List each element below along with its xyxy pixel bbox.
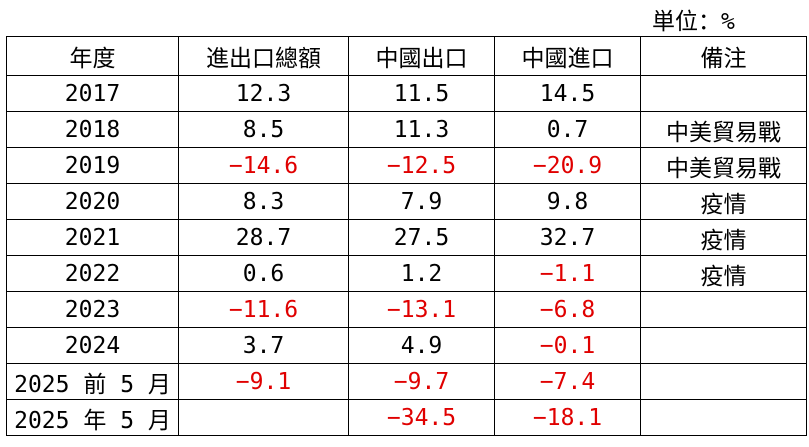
- table-row: 2022 0.6 1.2 −1.1 疫情: [6, 255, 807, 292]
- table-cell: 12.3: [178, 75, 349, 112]
- table-cell: −13.1: [348, 291, 495, 328]
- table-row: 2018 8.5 11.3 0.7 中美貿易戰: [6, 111, 807, 148]
- table-cell: 2022: [6, 255, 179, 292]
- table-cell: −1.1: [494, 255, 641, 292]
- table-cell: 1.2: [348, 255, 495, 292]
- table-cell: 8.5: [178, 111, 349, 148]
- table-cell: 2025 前 5 月: [6, 363, 179, 400]
- table-body: 2017 12.3 11.5 14.5 2018 8.5 11.3 0.7 中美貿易戰 2019−…: [6, 75, 807, 436]
- table-cell: −9.7: [348, 363, 495, 400]
- table-cell: −34.5: [348, 399, 495, 436]
- table-cell: [640, 327, 807, 364]
- table-cell: 11.5: [348, 75, 495, 112]
- table-cell: −12.5: [348, 147, 495, 184]
- table-cell: 疫情: [640, 255, 807, 292]
- table-cell: 32.7: [494, 219, 641, 256]
- table-cell: 7.9: [348, 183, 495, 220]
- table-cell: 2020: [6, 183, 179, 220]
- table-cell: 中美貿易戰: [640, 147, 807, 184]
- table-cell: 3.7: [178, 327, 349, 364]
- table-cell: −6.8: [494, 291, 641, 328]
- table-cell: 28.7: [178, 219, 349, 256]
- table-cell: 2017: [6, 75, 179, 112]
- table-cell: −0.1: [494, 327, 641, 364]
- header-cell: 中國進口: [494, 36, 641, 76]
- table-cell: −9.1: [178, 363, 349, 400]
- table-cell: 2024: [6, 327, 179, 364]
- header-cell: 備注: [640, 36, 807, 76]
- header-cell: 年度: [6, 36, 179, 76]
- table-cell: [640, 363, 807, 400]
- table-cell: 2019: [6, 147, 179, 184]
- table-row: 2019 −14.6 −12.5 −20.9 中美貿易戰: [6, 147, 807, 184]
- table-row: 2023 −11.6 −13.1 −6.8: [6, 291, 807, 328]
- table-cell: 27.5: [348, 219, 495, 256]
- table-cell: [178, 399, 349, 436]
- table-cell: 2023: [6, 291, 179, 328]
- table-cell: 4.9: [348, 327, 495, 364]
- table-cell: −11.6: [178, 291, 349, 328]
- data-table: 年度 進出口總額 中國出口 中國進口 備注 2017 12.3 11.5 14.5 2018 8.…: [6, 36, 807, 436]
- table-cell: −7.4: [494, 363, 641, 400]
- table-cell: 疫情: [640, 219, 807, 256]
- unit-label: 単位：%: [652, 9, 735, 35]
- table-cell: 2018: [6, 111, 179, 148]
- table-cell: −18.1: [494, 399, 641, 436]
- table-cell: [640, 399, 807, 436]
- table-cell: 2021: [6, 219, 179, 256]
- table-cell: 14.5: [494, 75, 641, 112]
- table-cell: 0.6: [178, 255, 349, 292]
- table-cell: [640, 75, 807, 112]
- table-cell: −14.6: [178, 147, 349, 184]
- table-cell: 8.3: [178, 183, 349, 220]
- table-cell: 中美貿易戰: [640, 111, 807, 148]
- table-cell: 9.8: [494, 183, 641, 220]
- table-cell: 疫情: [640, 183, 807, 220]
- table-cell: −20.9: [494, 147, 641, 184]
- table-row: 2017 12.3 11.5 14.5: [6, 75, 807, 112]
- header-row: 年度 進出口總額 中國出口 中國進口 備注: [6, 36, 807, 76]
- header-cell: 進出口總額: [178, 36, 349, 76]
- table-cell: 0.7: [494, 111, 641, 148]
- table-cell: [640, 291, 807, 328]
- table-row: 2021 28.7 27.5 32.7 疫情: [6, 219, 807, 256]
- header-cell: 中國出口: [348, 36, 495, 76]
- table-cell: 2025 年 5 月: [6, 399, 179, 436]
- table-row: 2025 前 5 月 −9.1 −9.7 −7.4: [6, 363, 807, 400]
- table-row: 2024 3.7 4.9 −0.1: [6, 327, 807, 364]
- table-row: 2025 年 5 月 −34.5 −18.1: [6, 399, 807, 436]
- table-cell: 11.3: [348, 111, 495, 148]
- table-row: 2020 8.3 7.9 9.8 疫情: [6, 183, 807, 220]
